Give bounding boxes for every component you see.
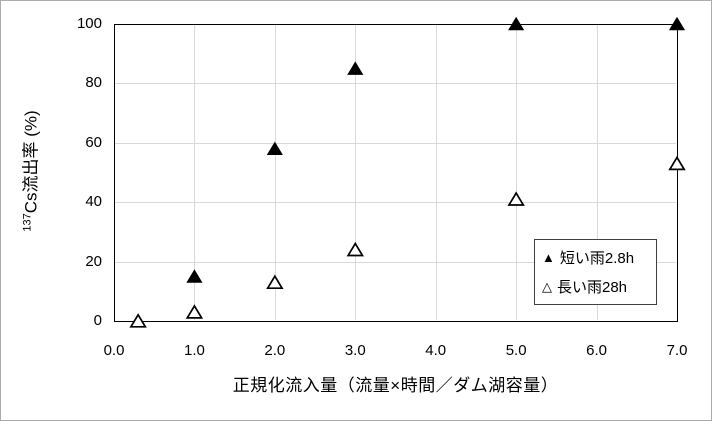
y-tick-label: 80 [85, 74, 102, 92]
y-axis-title-superscript: 137 [21, 213, 34, 232]
x-tick-label: 1.0 [183, 342, 205, 359]
x-tick-label: 3.0 [344, 342, 366, 359]
legend-label-long-rain: 長い雨28h [557, 278, 628, 296]
data-point-open-triangle [668, 155, 686, 171]
x-tick-label: 2.0 [264, 342, 286, 359]
y-tick-label: 20 [85, 252, 102, 270]
data-point-filled-triangle [668, 16, 686, 31]
legend-item-short-rain: ▲ 短い雨2.8h [542, 247, 656, 268]
legend-label-short-rain: 短い雨2.8h [559, 250, 635, 268]
legend-item-long-rain: △ 長い雨28h [542, 276, 656, 297]
data-point-open-triangle [266, 274, 284, 290]
x-tick-label: 0.0 [103, 342, 125, 359]
data-point-open-triangle [129, 313, 147, 328]
filled-triangle-marker-icon: ▲ [542, 250, 555, 266]
data-point-open-triangle [185, 304, 204, 319]
y-tick-label: 100 [76, 15, 102, 32]
data-point-filled-triangle [266, 141, 283, 156]
x-tick-label: 7.0 [666, 342, 688, 359]
y-tick-label: 0 [93, 312, 102, 329]
y-tick-label: 60 [85, 133, 102, 151]
y-tick-label: 40 [85, 193, 102, 211]
y-axis-title: 137Cs流出率 (%) [17, 110, 42, 231]
data-point-filled-triangle [508, 16, 525, 31]
data-point-open-triangle [346, 241, 364, 257]
data-point-filled-triangle [347, 61, 364, 75]
legend: ▲ 短い雨2.8h △ 長い雨28h [534, 239, 657, 305]
x-axis-title: 正規化流入量（流量×時間／ダム湖容量） [232, 376, 559, 395]
data-point-open-triangle [507, 191, 525, 206]
y-axis-title-text: Cs流出率 (%) [21, 110, 41, 214]
x-tick-label: 4.0 [425, 342, 447, 359]
data-point-filled-triangle [186, 269, 203, 283]
x-tick-label: 5.0 [505, 342, 527, 359]
open-triangle-marker-icon: △ [542, 278, 552, 294]
x-tick-label: 6.0 [586, 342, 607, 359]
